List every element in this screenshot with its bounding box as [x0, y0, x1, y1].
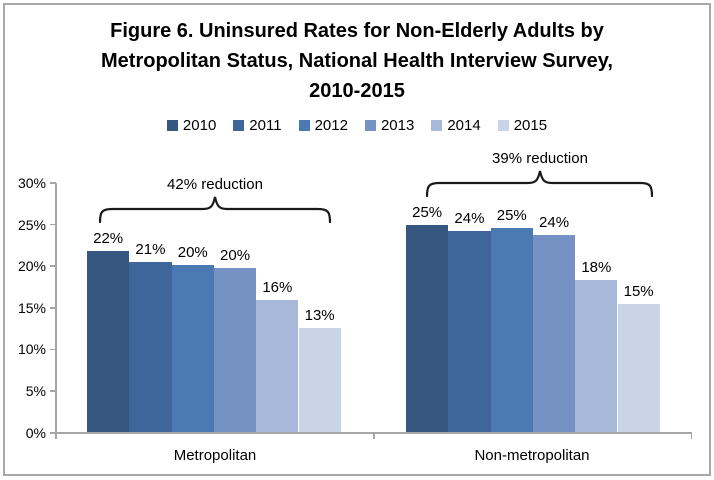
legend-swatch-2010: [166, 120, 178, 131]
legend-item-2012: 2012: [298, 117, 348, 134]
bar-non-metropolitan-2015: [617, 304, 660, 433]
bar-metropolitan-2014: [256, 300, 299, 433]
chart-title: Figure 6. Uninsured Rates for Non-Elderl…: [101, 20, 613, 102]
y-axis-tick-label: 30%: [17, 175, 46, 191]
chart-legend: 2010 2011 2012 2013 2014 2015: [0, 117, 714, 134]
legend-item-2015: 2015: [497, 117, 548, 134]
bar-metropolitan-2013: [213, 267, 257, 433]
bar-metropolitan-2015: [298, 327, 341, 433]
legend-label: 2014: [447, 117, 481, 134]
x-axis-line: [50, 432, 692, 434]
bar-non-metropolitan-2013: [532, 235, 576, 433]
bar-non-metropolitan-2014: [575, 280, 618, 433]
bar-metropolitan-2012: [171, 265, 214, 433]
bar-data-label: 25%: [496, 206, 527, 224]
legend-swatch-2011: [233, 120, 245, 131]
bar-data-label: 18%: [581, 259, 612, 277]
bar-data-label: 16%: [262, 279, 293, 297]
legend-item-2010: 2010: [166, 117, 217, 134]
y-axis-line: [55, 183, 57, 439]
bar-data-label: 21%: [135, 241, 166, 258]
bar-data-label: 13%: [304, 306, 335, 324]
legend-swatch-2012: [298, 120, 310, 131]
bar-non-metropolitan-2012: [490, 227, 533, 433]
bar-metropolitan-2010: [87, 251, 130, 433]
y-axis-tick-mark: [50, 223, 56, 226]
bar-data-label: 20%: [177, 244, 208, 262]
y-axis-tick-mark: [50, 307, 56, 309]
y-axis-tick-mark: [50, 390, 56, 392]
legend-swatch-2014: [431, 120, 443, 131]
bar-data-label: 15%: [623, 283, 654, 301]
y-axis-tick-mark: [50, 265, 56, 267]
y-axis-tick-label: 5%: [25, 382, 46, 399]
bar-data-label: 24%: [454, 210, 485, 228]
y-axis-tick-label: 0%: [25, 424, 46, 441]
y-axis-tick-label: 15%: [17, 299, 46, 316]
bar-non-metropolitan-2011: [448, 231, 491, 433]
legend-label: 2012: [314, 117, 348, 134]
non-metropolitan-reduction-label: 39% reduction: [492, 150, 588, 167]
bar-data-label: 22%: [93, 230, 124, 248]
bar-metropolitan-2011: [129, 262, 172, 433]
bar-non-metropolitan-2010: [406, 224, 449, 433]
legend-item-2011: 2011: [233, 117, 282, 134]
legend-label: 2015: [513, 117, 548, 134]
y-axis-tick-mark: [50, 348, 56, 351]
y-axis-tick-label: 25%: [17, 216, 46, 233]
bar-data-label: 24%: [539, 214, 570, 232]
legend-label: 2011: [249, 117, 282, 134]
legend-swatch-2015: [497, 120, 509, 131]
legend-item-2013: 2013: [364, 117, 415, 134]
y-axis-tick-label: 10%: [17, 341, 46, 358]
x-axis-tick-middle: [373, 432, 375, 439]
y-axis-tick-mark: [50, 182, 56, 184]
bar-data-label: 20%: [220, 246, 251, 264]
legend-label: 2010: [182, 117, 217, 134]
y-axis-tick-label: 20%: [17, 258, 46, 275]
category-label-non-metropolitan: Non-metropolitan: [474, 447, 590, 464]
bar-data-label: 25%: [412, 203, 443, 221]
legend-item-2014: 2014: [431, 117, 481, 134]
legend-label: 2013: [380, 117, 415, 134]
legend-swatch-2013: [364, 120, 376, 131]
y-axis-tick-mark: [50, 431, 56, 434]
x-axis-tick-right: [690, 432, 692, 439]
category-label-metropolitan: Metropolitan: [173, 447, 257, 464]
metropolitan-reduction-label: 42% reduction: [167, 176, 263, 193]
